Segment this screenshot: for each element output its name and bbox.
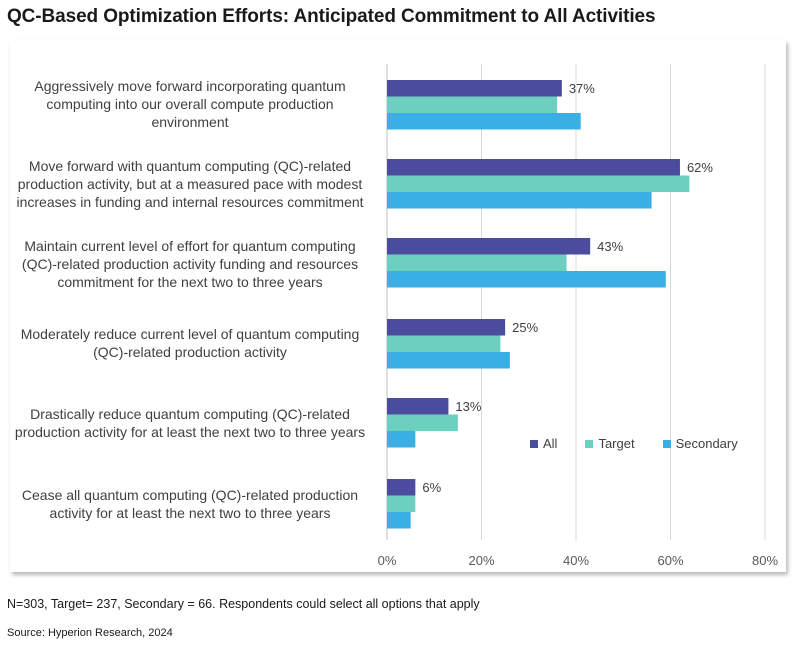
- gridlines: [386, 64, 766, 540]
- legend-swatch-secondary: [662, 439, 671, 448]
- category-label-2: Move forward with quantum computing (QC)…: [16, 158, 364, 210]
- legend-swatch-target: [585, 439, 594, 448]
- x-tick-label: 0%: [378, 553, 397, 568]
- bar-all-1: [387, 80, 562, 97]
- bar-all-6: [387, 479, 416, 496]
- bar-secondary-5: [387, 431, 416, 448]
- legend-label-target: Target: [598, 436, 635, 451]
- bar-all-5: [387, 398, 449, 415]
- x-tick-label: 80%: [752, 553, 778, 568]
- chart-title: QC-Based Optimization Efforts: Anticipat…: [7, 6, 656, 27]
- data-label-5: 13%: [455, 399, 481, 414]
- bar-target-5: [387, 414, 458, 431]
- bar-target-4: [387, 335, 501, 352]
- bar-secondary-3: [387, 271, 666, 288]
- legend-swatch-all: [530, 439, 538, 448]
- bar-target-6: [387, 495, 416, 512]
- bar-secondary-2: [387, 192, 652, 209]
- data-label-4: 25%: [512, 320, 538, 335]
- x-tick-label: 20%: [468, 553, 494, 568]
- bar-series: [387, 80, 690, 529]
- data-label-3: 43%: [597, 239, 623, 254]
- bar-secondary-6: [387, 512, 411, 529]
- source-note: Source: Hyperion Research, 2024: [7, 627, 173, 639]
- footnote: N=303, Target= 237, Secondary = 66. Resp…: [7, 597, 480, 611]
- data-label-2: 62%: [687, 160, 713, 175]
- data-label-6: 6%: [422, 480, 441, 495]
- x-axis-ticks: 0% 20% 40% 60% 80%: [378, 553, 779, 568]
- data-label-1: 37%: [569, 81, 595, 96]
- bar-target-2: [387, 175, 690, 192]
- legend: All Target Secondary: [530, 436, 738, 451]
- legend-label-all: All: [543, 436, 558, 451]
- legend-item-all: All: [530, 436, 557, 451]
- x-tick-label: 60%: [657, 553, 683, 568]
- bar-all-2: [387, 159, 680, 176]
- bar-all-4: [387, 319, 506, 336]
- legend-label-secondary: Secondary: [675, 436, 738, 451]
- bar-secondary-4: [387, 352, 510, 369]
- category-label-3: Maintain current level of effort for qua…: [21, 238, 359, 290]
- x-tick-label: 40%: [563, 553, 589, 568]
- legend-item-target: Target: [585, 436, 635, 451]
- bar-all-3: [387, 238, 591, 255]
- bar-secondary-1: [387, 113, 581, 130]
- legend-item-secondary: Secondary: [662, 436, 738, 451]
- bar-target-1: [387, 96, 558, 113]
- data-labels: 37% 62% 43% 25% 13% 6%: [422, 81, 713, 495]
- category-label-4: Moderately reduce current level of quant…: [20, 326, 360, 360]
- bar-target-3: [387, 254, 567, 271]
- category-label-5: Drastically reduce quantum computing (QC…: [14, 406, 366, 440]
- category-label-6: Cease all quantum computing (QC)-related…: [21, 487, 359, 521]
- category-label-1: Aggressively move forward incorporating …: [34, 78, 346, 130]
